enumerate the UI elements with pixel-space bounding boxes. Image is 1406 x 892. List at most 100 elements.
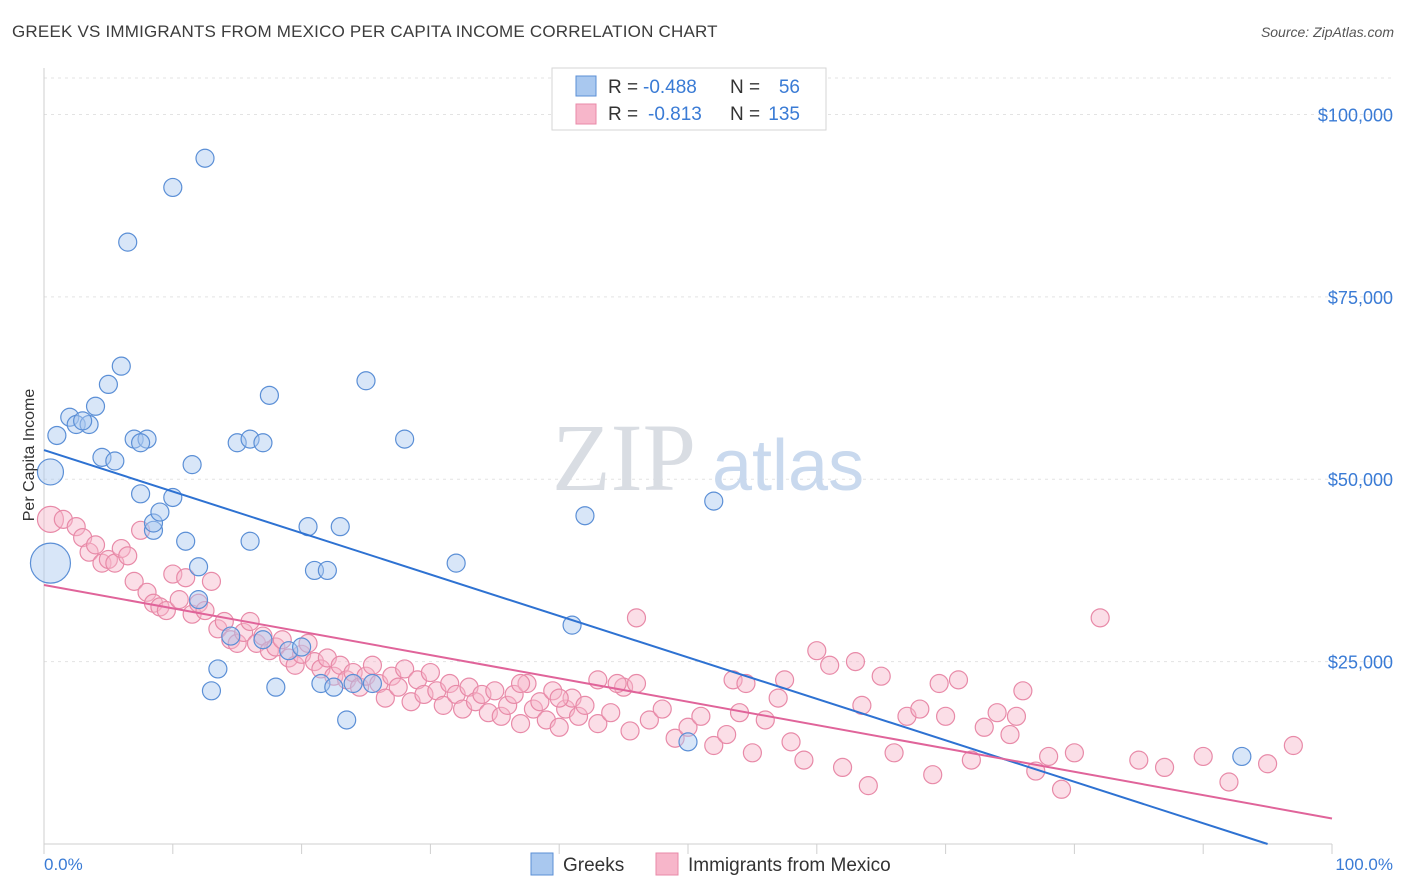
mexico-point-67 bbox=[485, 681, 505, 701]
x-tick-label-max: 100.0% bbox=[1335, 855, 1393, 874]
legend-r-value-2: -0.813 bbox=[648, 104, 702, 125]
greeks-point-16 bbox=[150, 502, 170, 522]
greeks-point-23 bbox=[208, 659, 228, 679]
mexico-point-34 bbox=[272, 630, 292, 650]
mexico-point-48 bbox=[362, 655, 383, 675]
legend-r-label-1: R = bbox=[608, 77, 638, 98]
mexico-point-74 bbox=[530, 692, 550, 712]
mexico-point-60 bbox=[440, 673, 460, 694]
watermark-zip: ZIP bbox=[552, 404, 696, 511]
legend-r-label-2: R = bbox=[608, 104, 638, 125]
greeks-point-9 bbox=[105, 451, 125, 471]
greeks-point-37 bbox=[324, 677, 344, 697]
greeks-point-18 bbox=[176, 531, 196, 551]
mexico-point-113 bbox=[974, 717, 994, 737]
greeks-point-20 bbox=[182, 455, 202, 475]
y-tick-label-0: $25,000 bbox=[1328, 653, 1393, 673]
greeks-point-1 bbox=[36, 458, 65, 486]
mexico-point-9 bbox=[111, 538, 131, 559]
watermark-atlas: atlas bbox=[712, 426, 864, 506]
mexico-point-125 bbox=[1219, 772, 1239, 792]
legend-swatch-greeks bbox=[575, 75, 597, 97]
greeks-point-44 bbox=[446, 553, 466, 573]
greeks-point-43 bbox=[395, 429, 415, 449]
y-tick-label-3: $100,000 bbox=[1318, 105, 1393, 125]
greeks-point-14 bbox=[143, 520, 164, 540]
greeks-point-38 bbox=[330, 517, 350, 537]
mexico-point-73 bbox=[523, 699, 544, 719]
mexico-point-19 bbox=[176, 568, 196, 588]
mexico-point-102 bbox=[832, 757, 853, 778]
x-ticks bbox=[43, 844, 1333, 854]
source-credit: Source: ZipAtlas.com bbox=[1260, 24, 1394, 40]
mexico-point-90 bbox=[678, 717, 698, 737]
greeks-point-42 bbox=[362, 673, 383, 694]
greeks-point-21 bbox=[188, 557, 209, 577]
bottom-legend-mexico: Immigrants from Mexico bbox=[688, 855, 891, 876]
bottom-legend-swatch-mexico bbox=[655, 852, 679, 876]
mexico-point-126 bbox=[1257, 754, 1278, 774]
mexico-point-64 bbox=[465, 692, 486, 712]
greeks-point-2 bbox=[47, 425, 67, 446]
bottom-legend: Greeks Immigrants from Mexico bbox=[530, 852, 891, 876]
trend-line-mexico bbox=[43, 584, 1333, 820]
bottom-legend-swatch-greeks bbox=[530, 852, 554, 876]
greeks-point-46 bbox=[575, 506, 595, 526]
mexico-point-86 bbox=[626, 673, 647, 694]
mexico-point-87 bbox=[639, 710, 659, 730]
mexico-point-120 bbox=[1064, 743, 1085, 763]
mexico-point-81 bbox=[575, 695, 595, 715]
bottom-legend-greeks: Greeks bbox=[563, 855, 624, 876]
mexico-point-80 bbox=[568, 706, 589, 726]
mexico-point-18 bbox=[169, 590, 189, 610]
gridlines bbox=[44, 77, 1392, 663]
greeks-point-50 bbox=[163, 177, 183, 198]
greeks-point-8 bbox=[98, 374, 119, 394]
x-tick-label-min: 0.0% bbox=[44, 855, 83, 874]
mexico-point-85 bbox=[620, 721, 640, 741]
mexico-point-32 bbox=[259, 641, 279, 661]
mexico-point-72 bbox=[517, 673, 537, 694]
greeks-point-52 bbox=[118, 232, 138, 252]
mexico-point-98 bbox=[781, 732, 801, 752]
mexico-point-123 bbox=[1154, 757, 1175, 778]
mexico-point-134 bbox=[736, 673, 756, 694]
greeks-point-22 bbox=[201, 681, 222, 701]
greeks-point-40 bbox=[337, 710, 357, 730]
greeks-point-15 bbox=[143, 513, 164, 533]
chart-title: GREEK VS IMMIGRANTS FROM MEXICO PER CAPI… bbox=[12, 22, 718, 41]
mexico-point-115 bbox=[1000, 724, 1020, 745]
greeks-point-28 bbox=[253, 630, 273, 650]
mexico-point-104 bbox=[858, 776, 878, 796]
y-axis-label: Per Capita Income bbox=[21, 389, 38, 522]
mexico-point-69 bbox=[498, 695, 518, 715]
greeks-point-30 bbox=[266, 677, 286, 697]
greeks-point-36 bbox=[317, 560, 337, 581]
mexico-point-71 bbox=[510, 714, 531, 734]
mexico-point-2 bbox=[66, 517, 86, 537]
mexico-point-70 bbox=[504, 684, 524, 705]
greeks-point-6 bbox=[85, 396, 106, 416]
greeks-point-26 bbox=[240, 531, 260, 551]
mexico-point-128 bbox=[626, 608, 647, 628]
mexico-point-88 bbox=[652, 699, 672, 719]
mexico-point-77 bbox=[549, 717, 569, 737]
legend-box: R = -0.488 N = 56 R = -0.813 N = 135 bbox=[551, 67, 827, 131]
greeks-point-19 bbox=[188, 590, 209, 610]
mexico-point-99 bbox=[794, 750, 814, 770]
mexico-point-23 bbox=[201, 571, 222, 591]
greeks-point-54 bbox=[131, 433, 151, 453]
mexico-point-138 bbox=[1006, 706, 1027, 726]
greeks-point-29 bbox=[259, 385, 279, 405]
mexico-point-124 bbox=[1193, 746, 1213, 767]
mexico-point-101 bbox=[820, 655, 840, 675]
y-tick-label-2: $75,000 bbox=[1328, 288, 1393, 308]
legend-r-value-1: -0.488 bbox=[643, 77, 697, 98]
y-tick-labels: $25,000 $50,000 $75,000 $100,000 bbox=[1318, 105, 1393, 672]
mexico-point-50 bbox=[375, 688, 395, 708]
greeks-point-55 bbox=[253, 433, 273, 453]
mexico-point-13 bbox=[137, 582, 157, 602]
mexico-point-103 bbox=[845, 652, 866, 672]
mexico-point-83 bbox=[601, 703, 621, 723]
watermark: ZIP atlas bbox=[552, 404, 864, 511]
